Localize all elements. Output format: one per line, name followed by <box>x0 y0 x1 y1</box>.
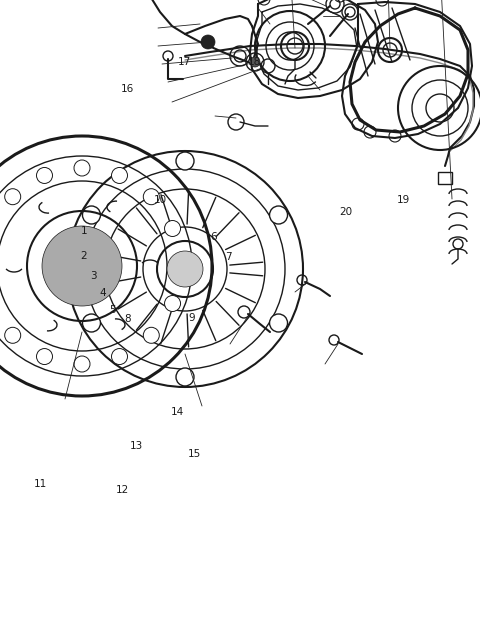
Text: 9: 9 <box>189 313 195 323</box>
Circle shape <box>250 57 260 67</box>
Circle shape <box>165 220 180 236</box>
Text: 15: 15 <box>188 449 201 459</box>
Text: 10: 10 <box>154 195 168 205</box>
Circle shape <box>270 206 288 224</box>
Circle shape <box>111 349 128 364</box>
Circle shape <box>165 296 180 311</box>
Text: 19: 19 <box>396 195 410 205</box>
Text: 12: 12 <box>116 485 129 495</box>
Circle shape <box>176 152 194 170</box>
Circle shape <box>54 238 110 294</box>
Circle shape <box>172 258 188 274</box>
Circle shape <box>173 257 197 281</box>
Circle shape <box>270 314 288 332</box>
Circle shape <box>5 188 21 205</box>
Text: 14: 14 <box>171 407 184 417</box>
Text: 20: 20 <box>339 207 352 217</box>
Circle shape <box>42 226 122 306</box>
Text: 16: 16 <box>120 84 134 94</box>
Text: 18: 18 <box>248 57 261 67</box>
Circle shape <box>74 356 90 372</box>
Circle shape <box>176 368 194 386</box>
Text: 5: 5 <box>109 305 116 314</box>
Circle shape <box>74 160 90 176</box>
Circle shape <box>5 328 21 343</box>
Text: 13: 13 <box>130 441 144 451</box>
Circle shape <box>144 328 159 343</box>
Text: 11: 11 <box>34 479 48 489</box>
Text: 1: 1 <box>81 226 87 236</box>
Circle shape <box>36 167 52 183</box>
Text: 3: 3 <box>90 271 97 281</box>
FancyBboxPatch shape <box>438 172 452 184</box>
Text: 8: 8 <box>124 314 131 324</box>
Circle shape <box>83 314 100 332</box>
Circle shape <box>144 188 159 205</box>
Circle shape <box>83 206 100 224</box>
Circle shape <box>36 349 52 364</box>
Circle shape <box>201 35 215 49</box>
Text: 4: 4 <box>100 288 107 298</box>
Text: 6: 6 <box>210 232 217 242</box>
Circle shape <box>111 167 128 183</box>
Circle shape <box>167 251 203 287</box>
Text: 2: 2 <box>81 251 87 261</box>
Text: 7: 7 <box>225 252 231 262</box>
Text: 17: 17 <box>178 57 192 67</box>
